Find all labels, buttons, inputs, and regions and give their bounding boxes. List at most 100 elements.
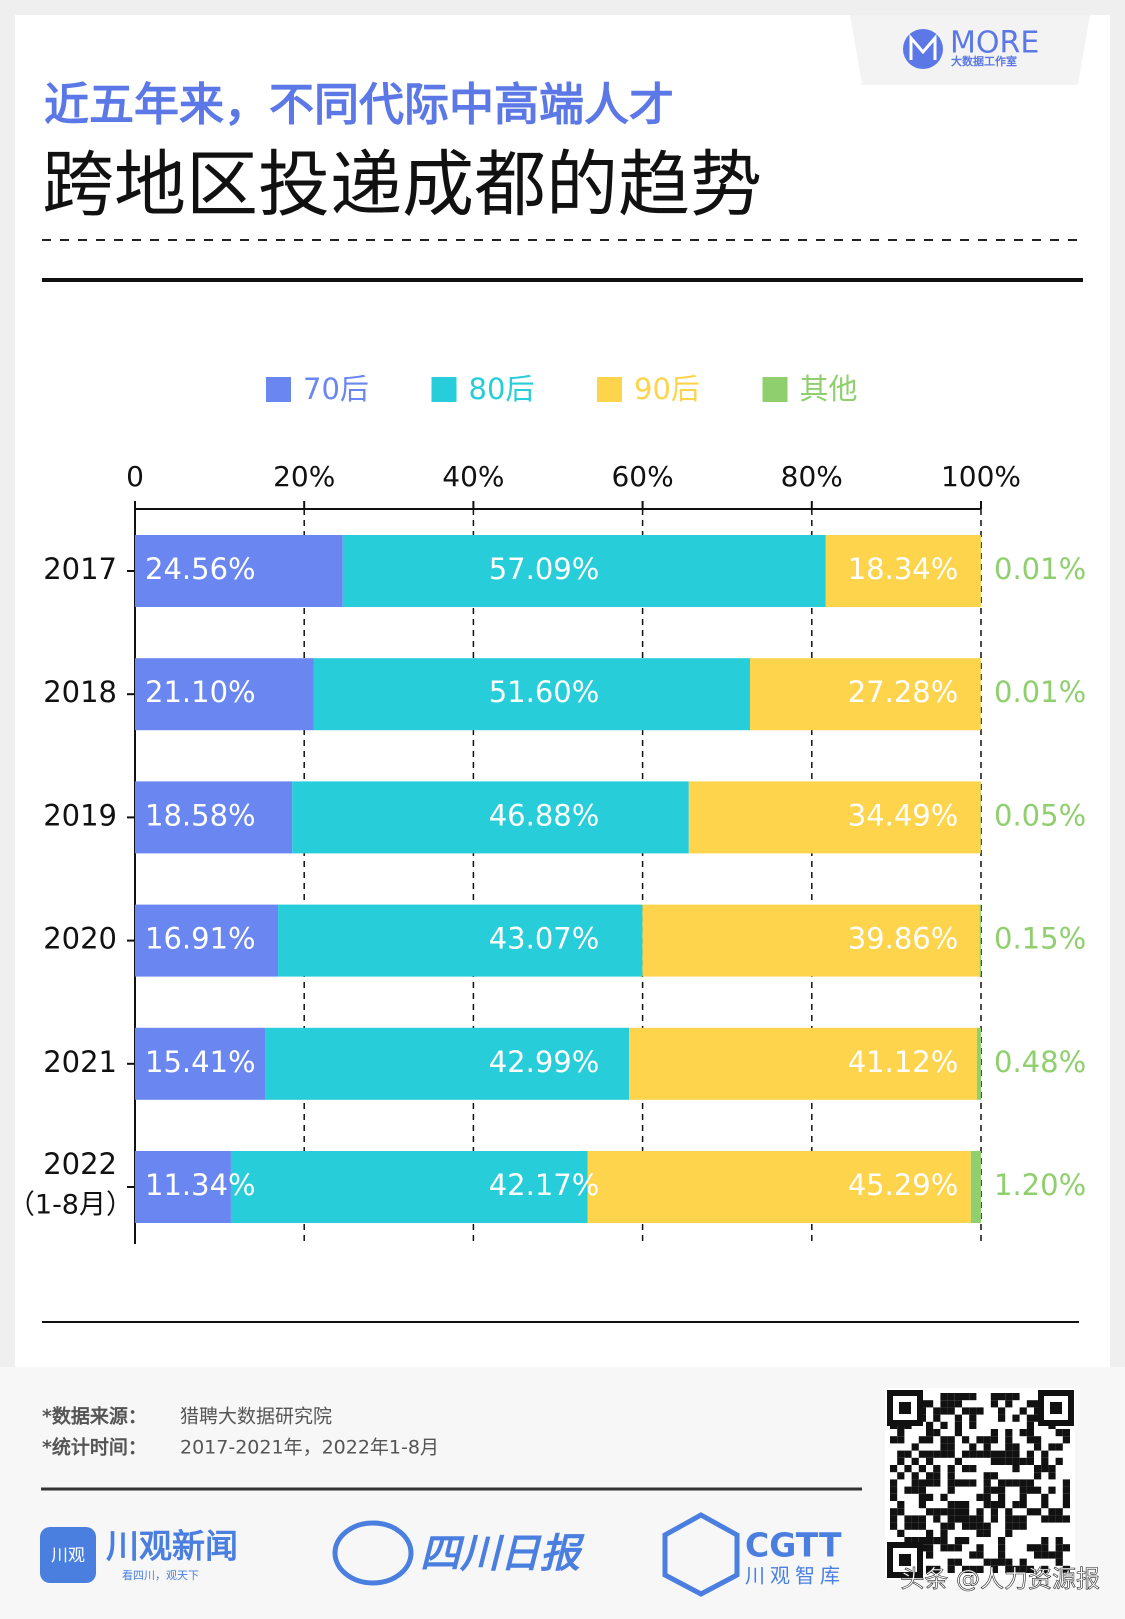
qr-module xyxy=(911,1522,919,1530)
qr-module xyxy=(911,1515,919,1523)
qr-finder xyxy=(887,1390,923,1426)
qr-module xyxy=(976,1522,984,1530)
qr-finder xyxy=(887,1542,923,1578)
qr-module xyxy=(911,1486,919,1494)
qr-module xyxy=(897,1501,905,1509)
legend-swatch xyxy=(762,377,788,402)
qr-module xyxy=(954,1479,962,1487)
qr-module xyxy=(1019,1457,1027,1465)
qr-module xyxy=(1005,1515,1013,1523)
qr-module xyxy=(983,1501,991,1509)
qr-module xyxy=(969,1515,977,1523)
qr-module xyxy=(1026,1508,1034,1516)
qr-module xyxy=(1012,1501,1020,1509)
qr-module xyxy=(969,1522,977,1530)
qr-module xyxy=(1005,1508,1013,1516)
qr-module xyxy=(962,1508,970,1516)
legend-label: 其他 xyxy=(800,372,858,406)
value-label: 1.20% xyxy=(994,1168,1086,1202)
qr-module xyxy=(933,1472,941,1480)
qr-module xyxy=(990,1486,998,1494)
value-label: 24.56% xyxy=(145,552,256,586)
qr-module xyxy=(947,1501,955,1509)
qr-module xyxy=(998,1479,1006,1487)
qr-module xyxy=(947,1443,955,1451)
qr-module xyxy=(933,1465,941,1473)
qr-module xyxy=(940,1400,948,1408)
qr-module xyxy=(926,1421,934,1429)
bar-segment xyxy=(629,1027,977,1100)
qr-module xyxy=(918,1436,926,1444)
qr-module xyxy=(990,1393,998,1401)
qr-module xyxy=(962,1522,970,1530)
bar-segment xyxy=(135,1027,266,1100)
qr-module xyxy=(1019,1522,1027,1530)
qr-module xyxy=(1034,1508,1042,1516)
qr-module xyxy=(969,1479,977,1487)
qr-module xyxy=(969,1393,977,1401)
legend-label: 80后 xyxy=(469,372,535,406)
qr-module xyxy=(947,1565,955,1573)
qr-module xyxy=(904,1450,912,1458)
qr-module xyxy=(904,1522,912,1530)
value-label: 34.49% xyxy=(848,798,959,832)
value-label: 0.48% xyxy=(994,1045,1086,1079)
qr-module xyxy=(1005,1558,1013,1566)
value-label: 41.12% xyxy=(848,1045,959,1079)
qr-module xyxy=(962,1407,970,1415)
qr-module xyxy=(897,1529,905,1537)
qr-module xyxy=(918,1501,926,1509)
qr-module xyxy=(1062,1429,1070,1437)
qr-module xyxy=(983,1436,991,1444)
qr-module xyxy=(990,1436,998,1444)
qr-module xyxy=(962,1501,970,1509)
qr-module xyxy=(983,1493,991,1501)
qr-module xyxy=(1034,1400,1042,1408)
qr-module xyxy=(933,1515,941,1523)
qr-module xyxy=(1005,1450,1013,1458)
period-label: *统计时间： xyxy=(42,1436,147,1459)
qr-module xyxy=(926,1493,934,1501)
value-label: 0.01% xyxy=(994,675,1086,709)
bar-segment xyxy=(642,904,980,977)
qr-module xyxy=(1034,1407,1042,1415)
qr-module xyxy=(940,1421,948,1429)
qr-finder-core xyxy=(899,1402,911,1414)
qr-module xyxy=(990,1457,998,1465)
qr-module xyxy=(940,1393,948,1401)
x-tick-label: 60% xyxy=(611,460,673,493)
qr-module xyxy=(1005,1393,1013,1401)
qr-module xyxy=(969,1450,977,1458)
qr-module xyxy=(940,1522,948,1530)
brand1-sub: 看四川，观天下 xyxy=(122,1568,199,1582)
bar-segment xyxy=(135,904,279,977)
bar-segment xyxy=(135,535,343,607)
qr-module xyxy=(976,1515,984,1523)
qr-module xyxy=(983,1486,991,1494)
qr-module xyxy=(890,1522,898,1530)
bar-segment xyxy=(135,658,314,731)
qr-module xyxy=(1062,1544,1070,1552)
qr-module xyxy=(897,1429,905,1437)
qr-module xyxy=(947,1515,955,1523)
value-label: 0.05% xyxy=(994,798,1086,832)
value-label: 57.09% xyxy=(489,552,600,586)
qr-module xyxy=(954,1544,962,1552)
qr-module xyxy=(918,1515,926,1523)
bar-segment xyxy=(750,658,981,731)
qr-module xyxy=(962,1515,970,1523)
qr-module xyxy=(1026,1565,1034,1573)
legend-swatch xyxy=(431,377,457,402)
qr-module xyxy=(1012,1414,1020,1422)
brand2: 四川日报 xyxy=(420,1531,585,1577)
qr-module xyxy=(1041,1551,1049,1559)
qr-module xyxy=(1034,1414,1042,1422)
qr-module xyxy=(926,1537,934,1545)
qr-module xyxy=(933,1407,941,1415)
qr-module xyxy=(926,1457,934,1465)
qr-module xyxy=(933,1450,941,1458)
qr-module xyxy=(1062,1565,1070,1573)
bar-segment xyxy=(292,781,689,854)
qr-module xyxy=(1055,1544,1063,1552)
qr-module xyxy=(1005,1443,1013,1451)
